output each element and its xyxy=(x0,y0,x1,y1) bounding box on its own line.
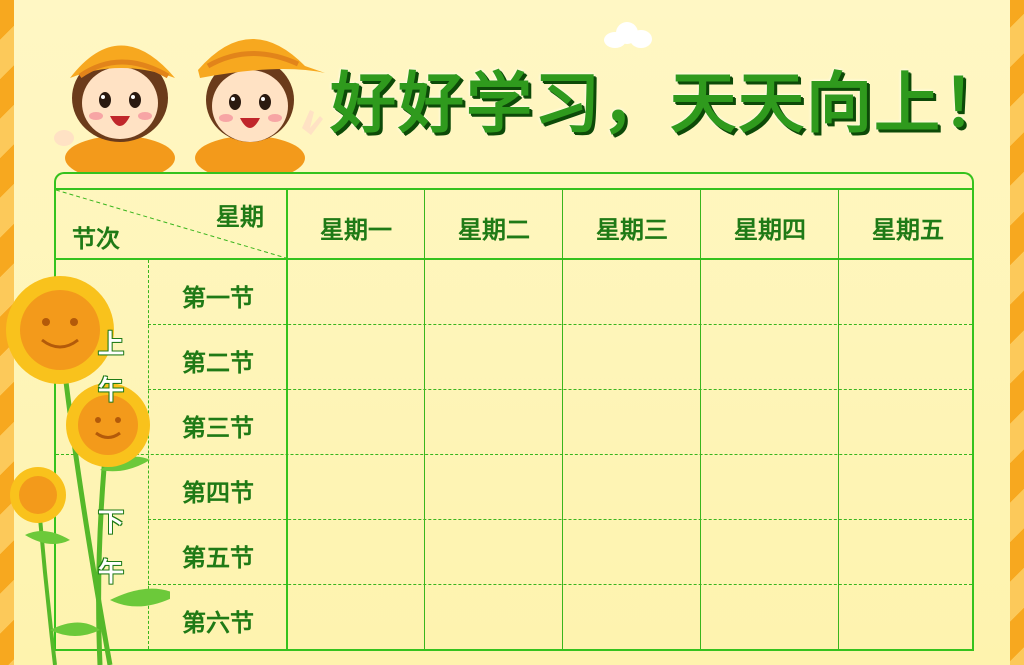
period-divider xyxy=(148,389,972,390)
sunflower-decoration xyxy=(6,276,170,665)
afternoon-label-char: 下 xyxy=(98,508,125,538)
corner-right-line xyxy=(286,190,288,649)
day-header: 星期二 xyxy=(458,216,530,244)
period-label: 第六节 xyxy=(182,609,254,637)
sunflower-small xyxy=(10,467,66,523)
morning-label-char: 午 xyxy=(98,376,125,406)
period-label: 第二节 xyxy=(182,349,254,377)
corner-period-label: 节次 xyxy=(72,225,120,253)
period-divider xyxy=(148,584,972,585)
day-divider xyxy=(562,190,563,649)
header-bottom-line xyxy=(56,258,972,260)
cloud-icon xyxy=(600,22,654,48)
page-title: 好好学习，天天向上！ xyxy=(330,65,1010,142)
period-label: 第四节 xyxy=(182,479,254,507)
period-divider xyxy=(148,324,972,325)
page-background xyxy=(14,0,1010,665)
day-header: 星期四 xyxy=(734,216,806,244)
day-divider xyxy=(424,190,425,649)
day-divider xyxy=(700,190,701,649)
day-header: 星期五 xyxy=(872,216,944,244)
sunflower-medium xyxy=(66,383,150,467)
day-header: 星期一 xyxy=(320,216,392,244)
morning-label-char: 上 xyxy=(98,330,125,360)
day-divider xyxy=(838,190,839,649)
sunflower-large xyxy=(6,276,114,384)
afternoon-label-char: 午 xyxy=(98,558,125,588)
schedule-table xyxy=(54,188,974,651)
boy-figure xyxy=(195,38,325,173)
period-label: 第三节 xyxy=(182,414,254,442)
table-top-frame xyxy=(54,172,974,188)
period-divider xyxy=(148,519,972,520)
period-label: 第五节 xyxy=(182,544,254,572)
period-divider xyxy=(56,454,972,455)
girl-figure xyxy=(54,45,175,173)
corner-diagonal xyxy=(56,190,286,258)
corner-weekday-label: 星期 xyxy=(216,203,264,231)
cartoon-kids-illustration xyxy=(54,38,325,173)
period-label: 第一节 xyxy=(182,284,254,312)
day-header: 星期三 xyxy=(596,216,668,244)
